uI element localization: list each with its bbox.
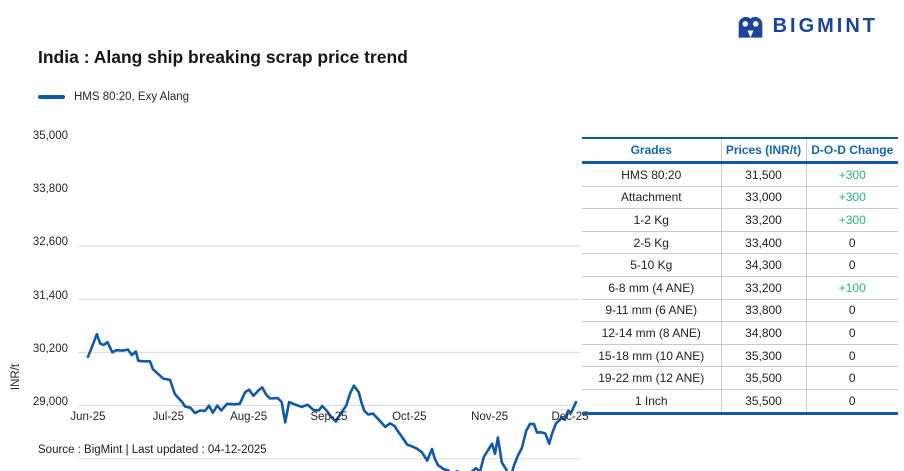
change-cell: 0 xyxy=(805,321,898,345)
table-header-row: Grades Prices (INR/t) D-O-D Change xyxy=(582,138,898,164)
table-row: HMS 80:20 31,500 +300 xyxy=(582,162,898,187)
change-cell: +300 xyxy=(805,208,898,232)
table-row: 9-11 mm (6 ANE) 33,800 0 xyxy=(582,299,898,323)
change-cell: 0 xyxy=(805,389,898,414)
grade-cell: 19-22 mm (12 ANE) xyxy=(582,366,721,390)
brand-name: BIGMINT xyxy=(772,15,878,37)
grade-cell: 2-5 Kg xyxy=(582,231,721,255)
chart-legend: HMS 80:20, Exy Alang xyxy=(38,91,189,103)
table-row: 15-18 mm (10 ANE) 35,300 0 xyxy=(582,344,898,368)
change-cell: 0 xyxy=(805,231,898,255)
grade-cell: 1-2 Kg xyxy=(582,208,721,232)
grade-cell: HMS 80:20 xyxy=(582,162,721,187)
x-tick-label: Jun-25 xyxy=(70,411,106,423)
column-header-dod-change: D-O-D Change xyxy=(805,138,898,164)
bigmint-logo-icon xyxy=(738,16,762,38)
price-cell: 34,300 xyxy=(720,253,806,277)
source-note: Source : BigMint | Last updated : 04-12-… xyxy=(38,444,267,456)
x-tick-label: Oct-25 xyxy=(392,411,427,423)
change-cell: 0 xyxy=(805,366,898,390)
change-cell: +300 xyxy=(805,186,898,210)
price-cell: 35,300 xyxy=(720,344,806,368)
grade-cell: 15-18 mm (10 ANE) xyxy=(582,344,721,368)
legend-label: HMS 80:20, Exy Alang xyxy=(74,91,190,103)
price-cell: 33,000 xyxy=(720,186,806,210)
x-tick-label: Sep-25 xyxy=(310,411,348,423)
y-tick-label: 35,000 xyxy=(32,130,68,142)
y-tick-label: 30,200 xyxy=(32,342,68,355)
column-header-grades: Grades xyxy=(582,138,721,164)
legend-line-swatch xyxy=(38,95,65,99)
table-row: 6-8 mm (4 ANE) 33,200 +100 xyxy=(582,276,898,300)
price-table: Grades Prices (INR/t) D-O-D Change HMS 8… xyxy=(582,137,898,415)
change-cell: 0 xyxy=(805,299,898,323)
grade-cell: 9-11 mm (6 ANE) xyxy=(582,299,721,323)
table-row: 2-5 Kg 33,400 0 xyxy=(582,231,898,255)
y-tick-label: 31,400 xyxy=(32,289,68,302)
grade-cell: Attachment xyxy=(582,186,721,210)
price-cell: 35,500 xyxy=(720,389,806,414)
price-cell: 33,200 xyxy=(720,208,806,232)
table-row: Attachment 33,000 +300 xyxy=(582,186,898,210)
bigmint-logo: BIGMINT xyxy=(736,14,878,39)
change-cell: +100 xyxy=(805,276,898,300)
grade-cell: 6-8 mm (4 ANE) xyxy=(582,276,721,300)
x-tick-label: Jul-25 xyxy=(152,411,184,423)
price-trend-chart: INR/t 35,000 33,800 32,600 31,400 30,200 29,0… xyxy=(0,110,589,471)
price-cell: 34,800 xyxy=(720,321,806,345)
table-row: 1-2 Kg 33,200 +300 xyxy=(582,208,898,232)
x-tick-label: Nov-25 xyxy=(471,411,509,423)
grade-cell: 1 Inch xyxy=(634,393,668,408)
price-cell: 35,500 xyxy=(720,366,806,390)
change-cell: +300 xyxy=(805,162,898,187)
price-cell: 31,500 xyxy=(720,162,806,187)
change-cell: 0 xyxy=(805,253,898,277)
plot-area xyxy=(78,245,580,471)
y-tick-label: 29,000 xyxy=(32,396,68,408)
y-axis-title: INR/t xyxy=(10,363,22,391)
grade-cell: 12-14 mm (8 ANE) xyxy=(582,321,721,345)
y-tick-label: 32,600 xyxy=(32,236,68,249)
table-row: 5-10 Kg 34,300 0 xyxy=(582,253,898,277)
price-cell: 33,800 xyxy=(720,299,806,323)
column-header-prices: Prices (INR/t) xyxy=(720,138,806,164)
x-tick-label: Dec-25 xyxy=(551,411,589,423)
chart-title: India : Alang ship breaking scrap price … xyxy=(38,47,408,67)
table-row: 12-14 mm (8 ANE) 34,800 0 xyxy=(582,321,898,345)
change-cell: 0 xyxy=(805,344,898,368)
y-tick-label: 33,800 xyxy=(32,183,68,196)
x-tick-label: Aug-25 xyxy=(230,411,268,423)
price-cell: 33,200 xyxy=(720,276,806,300)
grade-cell: 5-10 Kg xyxy=(582,253,721,277)
table-row: 19-22 mm (12 ANE) 35,500 0 xyxy=(582,366,898,390)
price-cell: 33,400 xyxy=(720,231,806,255)
table-row: 1 Inch 35,500 0 xyxy=(582,389,898,414)
price-series-line xyxy=(86,332,578,471)
